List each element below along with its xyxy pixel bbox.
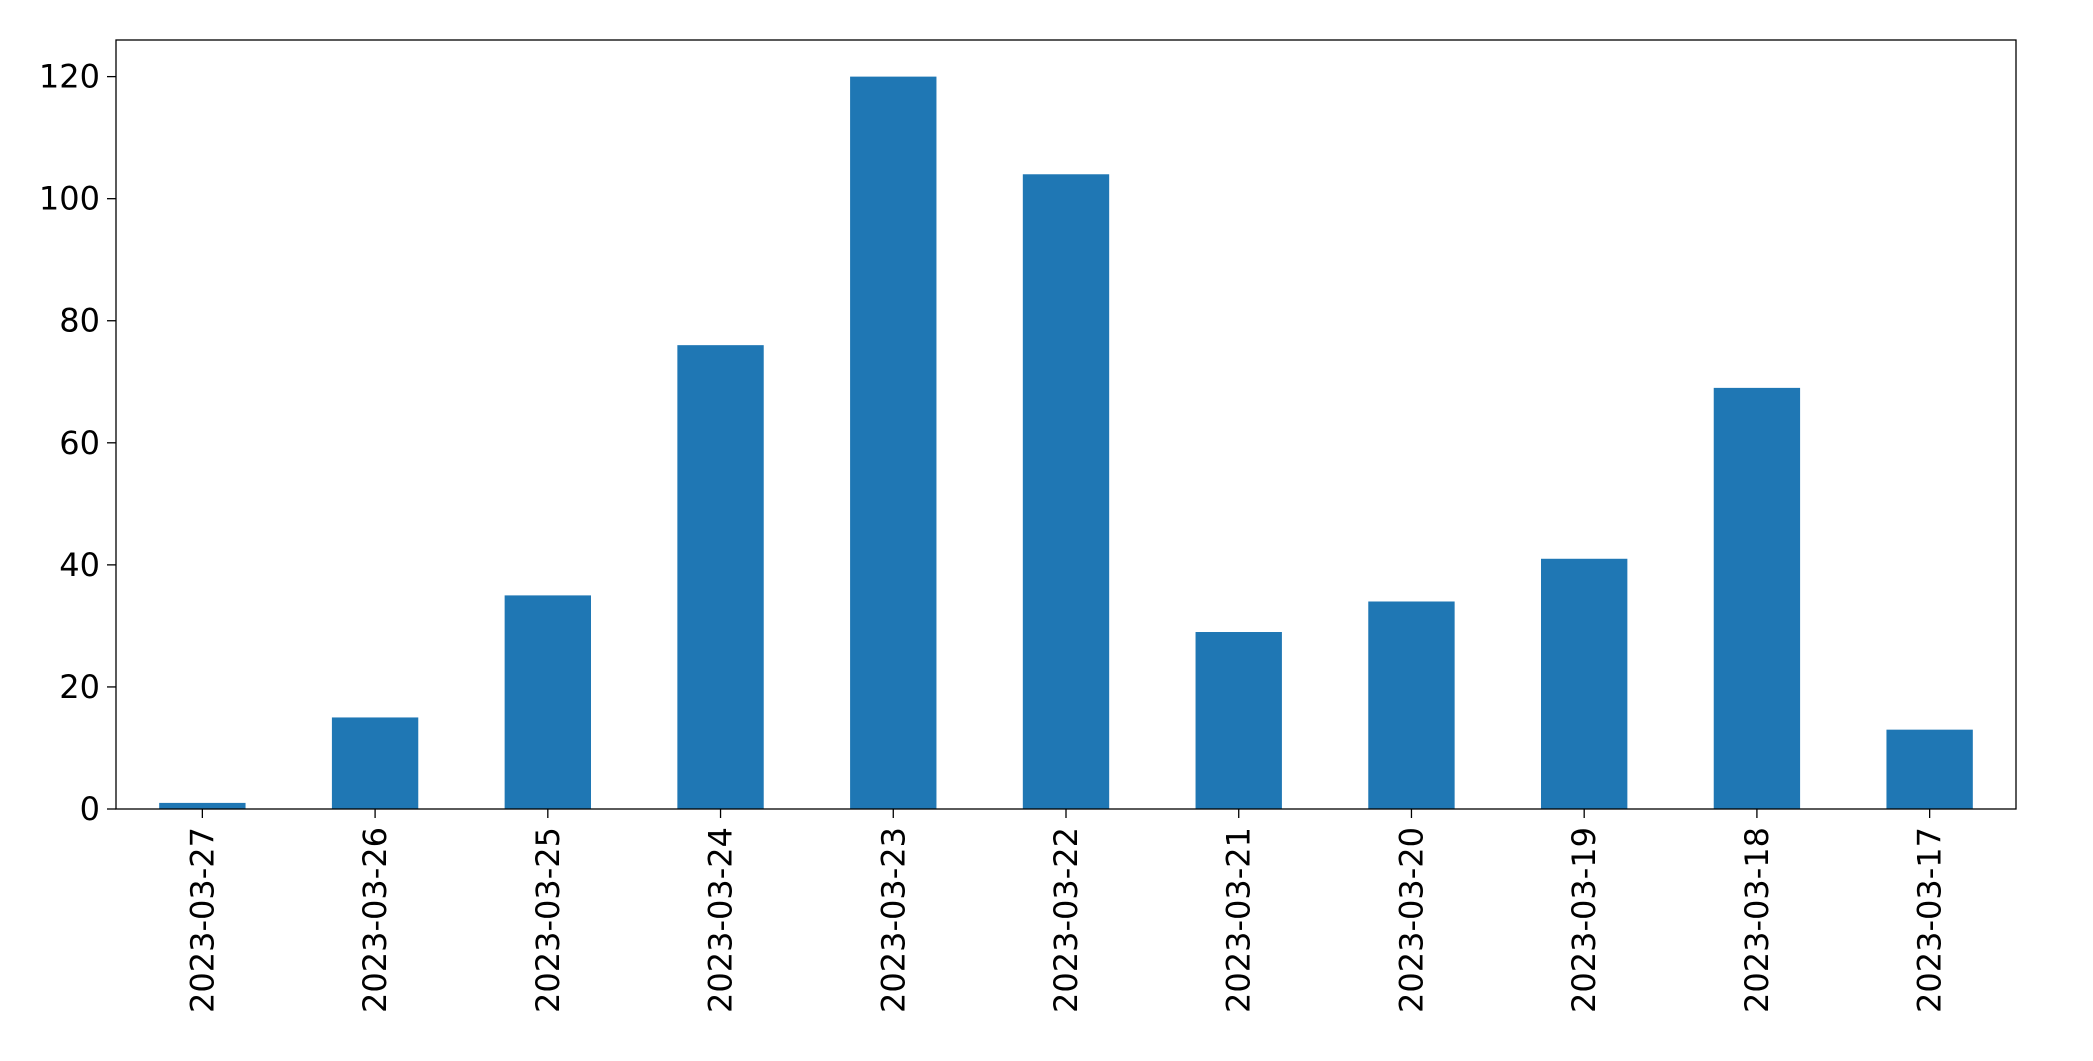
bar <box>1886 729 1973 809</box>
x-tick-label: 2023-03-20 <box>1392 827 1430 1013</box>
bar <box>1541 558 1628 809</box>
x-tick-label: 2023-03-27 <box>183 827 221 1013</box>
bar <box>159 802 246 809</box>
y-tick-label: 80 <box>59 302 100 340</box>
x-tick-label: 2023-03-23 <box>874 827 912 1013</box>
y-tick-label: 100 <box>39 180 100 218</box>
y-tick-label: 120 <box>39 58 100 96</box>
bar <box>1368 601 1455 809</box>
y-tick-label: 0 <box>80 790 100 828</box>
x-tick-label: 2023-03-24 <box>702 827 740 1013</box>
y-tick-label: 20 <box>59 668 100 706</box>
x-tick-label: 2023-03-21 <box>1220 827 1258 1013</box>
x-tick-label: 2023-03-26 <box>356 827 394 1013</box>
y-tick-label: 60 <box>59 424 100 462</box>
x-tick-label: 2023-03-19 <box>1565 827 1603 1013</box>
x-tick-label: 2023-03-22 <box>1047 827 1085 1013</box>
x-tick-label: 2023-03-18 <box>1738 827 1776 1013</box>
x-tick-label: 2023-03-25 <box>529 827 567 1013</box>
bar <box>850 76 937 810</box>
x-tick-label: 2023-03-17 <box>1911 827 1949 1013</box>
bar <box>1713 387 1801 809</box>
bar <box>504 595 591 809</box>
y-tick-label: 40 <box>59 546 100 584</box>
bar <box>677 345 764 809</box>
bar <box>331 717 419 809</box>
bar <box>1195 632 1282 809</box>
bar <box>1022 174 1110 809</box>
